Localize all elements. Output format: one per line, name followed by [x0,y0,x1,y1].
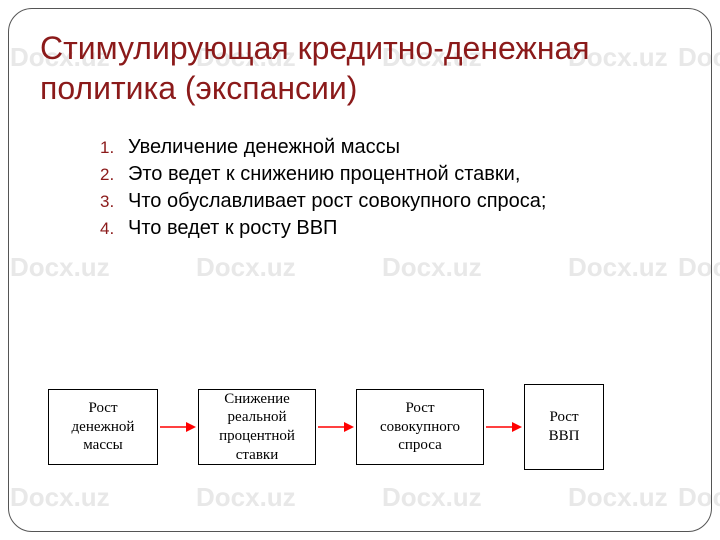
flow-node-label: РостВВП [549,408,580,446]
list-text: Что ведет к росту ВВП [128,217,337,240]
list-number: 4. [100,219,128,239]
list-text: Что обуславливает рост совокупного спрос… [128,190,546,213]
flow-node: Ростденежноймассы [48,389,158,465]
ordered-list: 1. Увеличение денежной массы 2. Это веде… [40,136,680,240]
list-item: 2. Это ведет к снижению процентной ставк… [100,163,680,186]
slide-content: Стимулирующая кредитно-денежная политика… [0,0,720,540]
arrow-icon [160,420,196,434]
flow-node-label: Ростсовокупногоспроса [380,399,460,455]
arrow-icon [486,420,522,434]
flow-node-label: Снижениереальнойпроцентнойставки [219,390,295,465]
page-title: Стимулирующая кредитно-денежная политика… [40,28,680,108]
list-item: 3. Что обуславливает рост совокупного сп… [100,190,680,213]
list-number: 1. [100,138,128,158]
flow-node: Снижениереальнойпроцентнойставки [198,389,316,465]
list-text: Увеличение денежной массы [128,136,400,159]
list-text: Это ведет к снижению процентной ставки, [128,163,520,186]
flow-node: РостВВП [524,384,604,470]
flow-node: Ростсовокупногоспроса [356,389,484,465]
arrow-icon [318,420,354,434]
flow-node-label: Ростденежноймассы [72,399,135,455]
list-number: 3. [100,192,128,212]
list-item: 1. Увеличение денежной массы [100,136,680,159]
list-item: 4. Что ведет к росту ВВП [100,217,680,240]
list-number: 2. [100,165,128,185]
flowchart: Ростденежноймассы Снижениереальнойпроцен… [48,384,680,470]
